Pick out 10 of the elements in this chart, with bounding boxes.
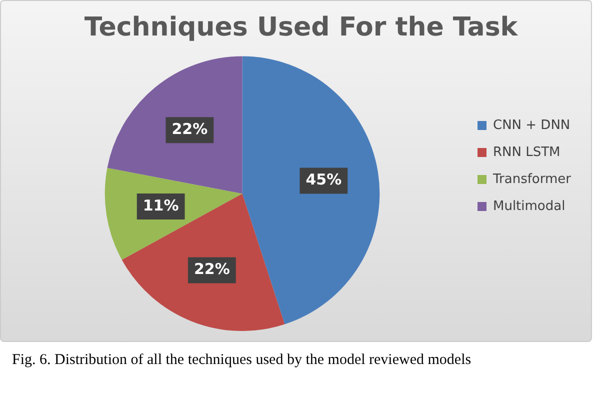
legend-label: RNN LSTM xyxy=(492,144,560,160)
legend-label: Transformer xyxy=(492,172,572,187)
caption: Fig. 6. Distribution of all the techniques used by the model reviewed models xyxy=(11,351,472,370)
legend-label: CNN + DNN xyxy=(492,118,570,133)
data-label: 45% xyxy=(306,170,342,189)
data-label: 22% xyxy=(172,120,208,138)
data-label: 11% xyxy=(142,196,179,214)
chart-title: Techniques Used For the Task xyxy=(84,12,518,42)
data-label: 22% xyxy=(194,260,230,278)
legend-label: Multimodal xyxy=(492,198,566,214)
